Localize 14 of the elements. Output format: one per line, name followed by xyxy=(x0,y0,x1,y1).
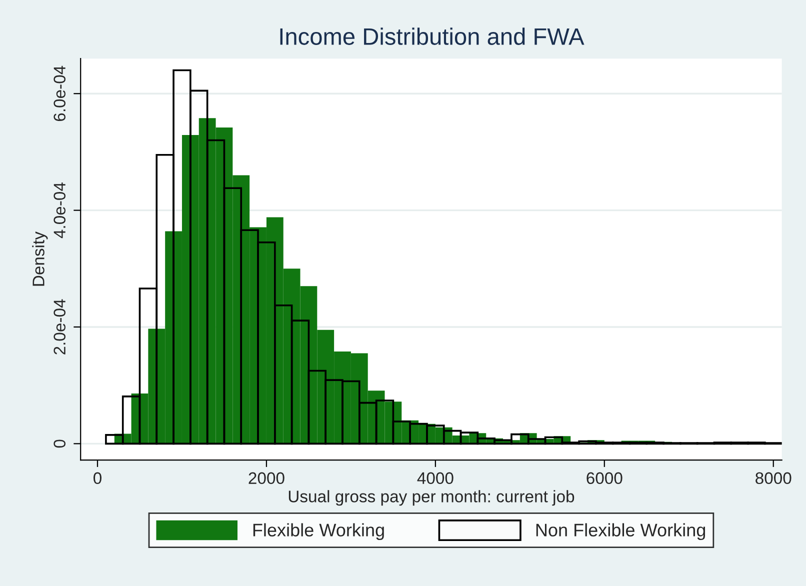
y-axis-title: Density xyxy=(32,232,48,286)
y-tick-label: 4.0e-04 xyxy=(54,182,66,238)
x-axis-title: Usual gross pay per month: current job xyxy=(288,490,574,506)
x-tick-label: 8000 xyxy=(756,472,792,484)
chart-title: Income Distribution and FWA xyxy=(280,28,584,45)
x-tick-label: 0 xyxy=(94,472,102,484)
legend-label: Non Flexible Working xyxy=(536,523,706,540)
y-tick-label: 0 xyxy=(54,440,66,448)
x-tick-label: 6000 xyxy=(586,472,622,484)
x-tick-label: 2000 xyxy=(248,472,284,484)
y-tick-label: 2.0e-04 xyxy=(54,299,66,354)
x-tick-label: 4000 xyxy=(417,472,454,484)
legend-label: Flexible Working xyxy=(253,523,384,540)
y-tick-label: 6.0e-04 xyxy=(54,66,66,122)
